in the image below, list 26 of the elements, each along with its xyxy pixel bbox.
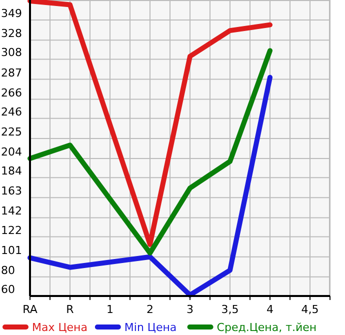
legend-label: Сред.Цена, т.йен [216, 321, 317, 334]
y-tick-label: 287 [1, 66, 22, 80]
x-tick-label: 3 [186, 303, 194, 316]
x-tick-label: 4 [266, 303, 274, 316]
y-tick-label: 101 [1, 244, 22, 257]
x-tick-label: 1 [106, 303, 114, 316]
legend-label: Max Цена [32, 321, 88, 334]
y-tick-label: 60 [1, 283, 15, 296]
y-tick-label: 184 [1, 164, 22, 178]
x-tick-label: 3,5 [221, 303, 239, 316]
x-tick-label: 2 [146, 303, 154, 316]
y-tick-label: 225 [1, 125, 22, 138]
y-tick-label: 328 [1, 27, 22, 40]
y-tick-label: 80 [1, 264, 15, 277]
x-tick-label: RA [22, 303, 38, 316]
y-tick-label: 163 [1, 184, 22, 198]
y-tick-label: 266 [1, 86, 22, 100]
y-tick-label: 246 [1, 105, 22, 118]
y-tick-label: 349 [1, 7, 22, 20]
x-tick-label: 4,5 [301, 303, 319, 316]
y-tick-label: 122 [1, 224, 22, 237]
y-tick-label: 308 [1, 46, 22, 60]
y-tick-label: 204 [1, 146, 22, 159]
x-tick-label: R [66, 303, 74, 316]
legend-label: Min Цена [124, 321, 177, 334]
y-tick-label: 142 [1, 204, 22, 218]
